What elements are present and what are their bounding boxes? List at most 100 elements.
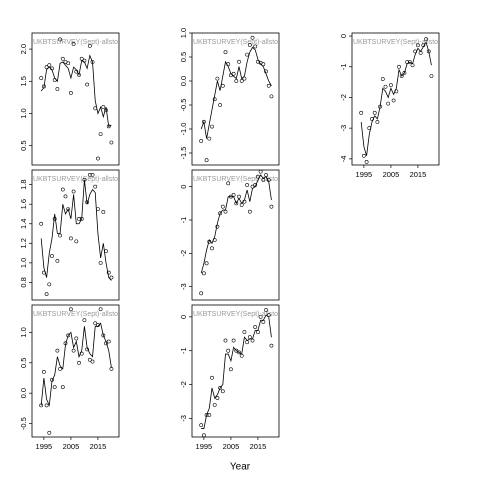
data-point	[101, 333, 106, 338]
fit-line	[40, 322, 112, 407]
data-point	[242, 199, 247, 204]
data-point	[250, 184, 255, 189]
fit-line	[40, 54, 112, 127]
y-tick-label: -3	[339, 125, 348, 132]
y-tick-label: 1.8	[19, 179, 28, 189]
y-tick-label: -2	[179, 381, 188, 388]
panel-title: UKBTSURVEY(Sept)-allsto	[33, 39, 118, 46]
panel-frame	[191, 32, 280, 166]
data-point	[245, 183, 250, 187]
data-point	[231, 338, 236, 343]
data-point	[104, 249, 108, 254]
x-tick-label: 2005	[63, 442, 80, 451]
data-point	[39, 76, 44, 80]
data-point	[210, 246, 214, 251]
data-point	[413, 49, 418, 54]
data-point	[47, 430, 52, 435]
data-point	[71, 348, 76, 353]
data-point	[429, 74, 434, 78]
data-point	[69, 90, 73, 95]
data-point	[71, 42, 76, 46]
data-point	[204, 158, 209, 163]
data-point	[90, 172, 95, 177]
data-point	[258, 169, 263, 174]
data-point	[104, 108, 108, 113]
data-point	[234, 348, 239, 353]
fit-line	[200, 174, 272, 274]
data-point	[201, 119, 206, 124]
data-point	[242, 76, 247, 81]
data-point	[397, 64, 401, 69]
data-point	[424, 37, 428, 42]
data-point	[50, 254, 54, 258]
data-point	[87, 43, 92, 48]
data-point	[367, 126, 372, 131]
data-point	[364, 160, 369, 164]
x-tick-label: 1995	[36, 442, 53, 451]
data-point	[79, 351, 84, 356]
data-point	[101, 210, 106, 214]
data-point	[87, 172, 92, 177]
data-point	[82, 318, 87, 323]
x-tick-label: 1995	[196, 442, 213, 451]
y-tick-label: -3	[179, 283, 188, 290]
data-point	[264, 308, 268, 312]
panel-title: UKBTSURVEY(Sept)-allsto	[193, 311, 278, 318]
y-tick-label: -0.5	[179, 99, 188, 112]
data-point	[264, 69, 268, 74]
data-point	[394, 89, 399, 94]
data-point	[266, 83, 271, 88]
panel: UKBTSURVEY(Sept)-allsto -3 -2 -1 0	[179, 169, 280, 301]
data-point	[258, 314, 263, 319]
y-tick-label: -3	[179, 415, 188, 422]
data-point	[226, 348, 231, 353]
data-point	[229, 194, 233, 199]
panel-frame	[31, 304, 120, 438]
data-point	[220, 83, 225, 88]
data-point	[378, 104, 382, 109]
data-point	[39, 403, 44, 408]
data-point	[82, 177, 87, 182]
panel-frame	[191, 304, 280, 438]
data-point	[199, 423, 204, 428]
data-point	[207, 136, 212, 141]
y-tick-label: 1.2	[19, 238, 28, 248]
y-tick-label: -1	[339, 63, 348, 70]
panel: UKBTSURVEY(Sept)-allsto -0.5 0.0 0.5 1.0 1995…	[19, 304, 120, 451]
data-point	[39, 221, 44, 226]
data-point	[370, 117, 374, 121]
x-tick-label: 2005	[383, 170, 400, 179]
data-point	[245, 340, 250, 345]
panel-title: UKBTSURVEY(Sept)-allsto	[353, 39, 438, 46]
data-point	[98, 307, 103, 312]
data-point	[266, 313, 271, 318]
data-point	[60, 187, 65, 192]
data-point	[383, 84, 388, 89]
data-point	[41, 370, 46, 374]
data-point	[90, 359, 95, 364]
data-point	[77, 216, 81, 221]
panel: UKBTSURVEY(Sept)-allsto -1.5 -1.0 -0.5 0.0 0.…	[179, 28, 280, 166]
data-point	[212, 97, 217, 102]
data-point	[231, 71, 236, 76]
x-tick-label: 1995	[356, 170, 373, 179]
data-point	[269, 343, 274, 348]
data-point	[218, 386, 222, 390]
data-point	[239, 203, 244, 207]
data-point	[50, 66, 54, 71]
panel-frame	[191, 169, 280, 301]
data-point	[386, 101, 391, 106]
data-point	[223, 50, 228, 55]
data-point	[416, 43, 420, 48]
data-point	[247, 335, 252, 340]
data-point	[223, 338, 228, 343]
y-tick-label: 0.0	[179, 76, 188, 86]
data-point	[93, 106, 98, 111]
data-point	[410, 63, 415, 68]
data-point	[85, 347, 90, 352]
x-tick-label: 2005	[223, 442, 240, 451]
data-point	[215, 76, 220, 81]
y-tick-label: -4	[339, 156, 348, 163]
data-point	[44, 65, 49, 70]
